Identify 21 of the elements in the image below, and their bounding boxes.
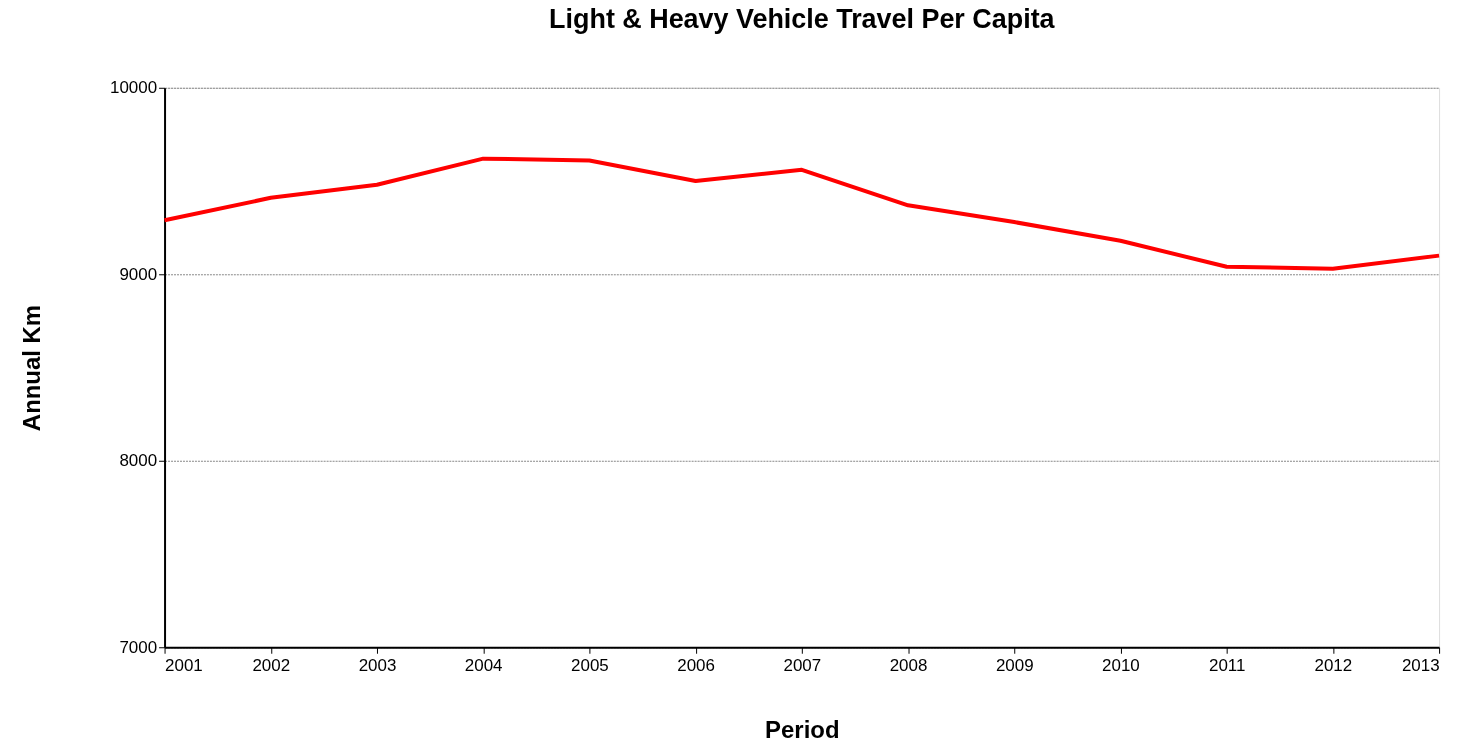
x-tick-label: 2004 (464, 655, 503, 675)
y-tick-label: 8000 (119, 451, 158, 471)
x-tick-label: 2001 (165, 655, 203, 675)
y-axis-title: Annual Km (18, 304, 46, 432)
line-series (162, 156, 1442, 271)
x-tick-label: 2013 (1401, 655, 1440, 675)
x-tick-label: 2003 (358, 655, 397, 675)
y-tick-label: 7000 (119, 637, 158, 657)
x-tick-label: 2009 (995, 655, 1034, 675)
x-tick-label: 2008 (889, 655, 928, 675)
y-tick-label: 9000 (119, 264, 158, 284)
chart-title: Light & Heavy Vehicle Travel Per Capita (549, 3, 1056, 34)
x-tick-label: 2010 (1102, 655, 1140, 675)
x-tick-label: 2011 (1208, 655, 1246, 675)
x-tick-label: 2012 (1314, 655, 1353, 675)
x-tick-label: 2006 (677, 655, 715, 675)
y-tick-label: 10000 (109, 78, 158, 98)
x-axis-title: Period (765, 715, 840, 743)
x-tick-label: 2005 (571, 655, 609, 675)
x-tick-label: 2007 (783, 655, 822, 675)
x-tick-label: 2002 (252, 655, 291, 675)
